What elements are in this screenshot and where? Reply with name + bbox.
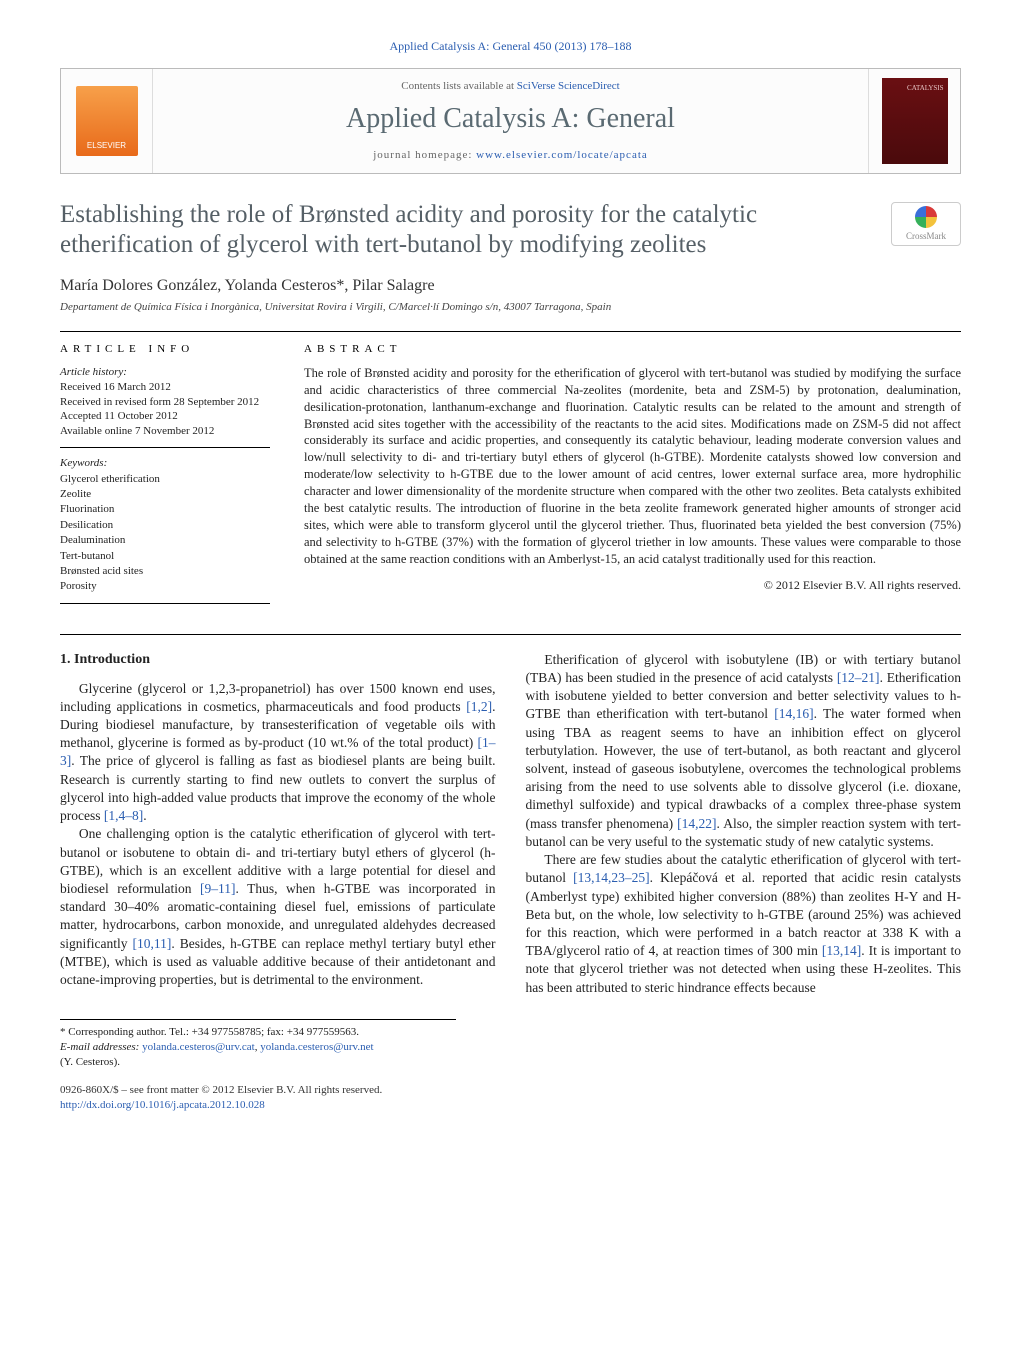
keyword: Dealumination — [60, 533, 270, 548]
crossmark-badge[interactable]: CrossMark — [891, 202, 961, 246]
received-date: Received 16 March 2012 — [60, 380, 270, 395]
page-footer-bar: 0926-860X/$ – see front matter © 2012 El… — [60, 1083, 961, 1113]
journal-reference[interactable]: Applied Catalysis A: General 450 (2013) … — [60, 38, 961, 54]
journal-reference-text: Applied Catalysis A: General 450 (2013) … — [390, 39, 632, 53]
accepted-date: Accepted 11 October 2012 — [60, 409, 270, 424]
citation-link[interactable]: [14,22] — [677, 816, 716, 831]
author-email-link[interactable]: yolanda.cesteros@urv.net — [260, 1041, 373, 1053]
issn-line: 0926-860X/$ – see front matter © 2012 El… — [60, 1083, 961, 1098]
body-two-column: 1. Introduction Glycerine (glycerol or 1… — [60, 651, 961, 997]
sciencedirect-link[interactable]: SciVerse ScienceDirect — [517, 80, 620, 92]
keyword: Fluorination — [60, 502, 270, 517]
article-info-heading: article info — [60, 342, 270, 357]
email-line: E-mail addresses: yolanda.cesteros@urv.c… — [60, 1040, 456, 1055]
article-history-label: Article history: — [60, 365, 270, 380]
citation-link[interactable]: [10,11] — [133, 936, 172, 951]
section-heading-intro: 1. Introduction — [60, 651, 496, 670]
crossmark-label: CrossMark — [906, 230, 946, 242]
article-title: Establishing the role of Brønsted acidit… — [60, 200, 840, 261]
author-name-paren: (Y. Cesteros). — [60, 1055, 456, 1070]
citation-link[interactable]: [12–21] — [837, 670, 880, 685]
doi-link[interactable]: http://dx.doi.org/10.1016/j.apcata.2012.… — [60, 1099, 265, 1111]
intro-paragraph: There are few studies about the catalyti… — [526, 851, 962, 997]
journal-title: Applied Catalysis A: General — [161, 100, 860, 138]
keyword: Porosity — [60, 579, 270, 594]
abstract-heading: abstract — [304, 342, 961, 357]
publisher-logo-box: ELSEVIER — [61, 69, 153, 172]
citation-link[interactable]: [13,14,23–25] — [573, 870, 650, 885]
citation-link[interactable]: [13,14] — [822, 943, 861, 958]
intro-paragraph: One challenging option is the catalytic … — [60, 825, 496, 989]
online-date: Available online 7 November 2012 — [60, 424, 270, 439]
contents-lists-prefix: Contents lists available at — [401, 80, 516, 92]
affiliation: Departament de Química Física i Inorgàni… — [60, 300, 961, 315]
cover-label: CATALYSIS — [907, 84, 943, 93]
author-list: María Dolores González, Yolanda Cesteros… — [60, 275, 961, 297]
article-info-column: article info Article history: Received 1… — [60, 342, 270, 612]
journal-homepage-line: journal homepage: www.elsevier.com/locat… — [161, 148, 860, 163]
elsevier-logo: ELSEVIER — [76, 86, 138, 156]
keywords-block: Keywords: Glycerol etherification Zeolit… — [60, 456, 270, 604]
section-rule — [60, 634, 961, 635]
contents-lists-line: Contents lists available at SciVerse Sci… — [161, 79, 860, 94]
crossmark-icon — [915, 206, 937, 228]
intro-paragraph: Glycerine (glycerol or 1,2,3-propanetrio… — [60, 680, 496, 826]
citation-link[interactable]: [9–11] — [200, 881, 236, 896]
keywords-label: Keywords: — [60, 456, 270, 471]
corresponding-author: * Corresponding author. Tel.: +34 977558… — [60, 1025, 456, 1040]
author-email-link[interactable]: yolanda.cesteros@urv.cat — [142, 1041, 255, 1053]
journal-cover-thumb: CATALYSIS — [882, 78, 948, 164]
citation-link[interactable]: [1,2] — [466, 699, 492, 714]
keyword: Desilication — [60, 518, 270, 533]
keyword: Brønsted acid sites — [60, 564, 270, 579]
journal-cover-box: CATALYSIS — [868, 69, 960, 172]
keyword: Zeolite — [60, 487, 270, 502]
citation-link[interactable]: [14,16] — [774, 706, 813, 721]
journal-homepage-link[interactable]: www.elsevier.com/locate/apcata — [476, 149, 648, 161]
article-history-block: Article history: Received 16 March 2012 … — [60, 365, 270, 448]
homepage-prefix: journal homepage: — [373, 149, 476, 161]
intro-paragraph: Etherification of glycerol with isobutyl… — [526, 651, 962, 851]
citation-link[interactable]: [1,4–8] — [104, 808, 143, 823]
abstract-column: abstract The role of Brønsted acidity an… — [304, 342, 961, 612]
masthead-center: Contents lists available at SciVerse Sci… — [153, 69, 868, 172]
abstract-copyright: © 2012 Elsevier B.V. All rights reserved… — [304, 577, 961, 593]
revised-date: Received in revised form 28 September 20… — [60, 395, 270, 410]
abstract-text: The role of Brønsted acidity and porosit… — [304, 365, 961, 568]
keyword: Tert-butanol — [60, 549, 270, 564]
publisher-name: ELSEVIER — [87, 141, 126, 152]
journal-masthead: ELSEVIER Contents lists available at Sci… — [60, 68, 961, 173]
footnotes-block: * Corresponding author. Tel.: +34 977558… — [60, 1019, 456, 1070]
email-label: E-mail addresses: — [60, 1041, 142, 1053]
keyword: Glycerol etherification — [60, 472, 270, 487]
